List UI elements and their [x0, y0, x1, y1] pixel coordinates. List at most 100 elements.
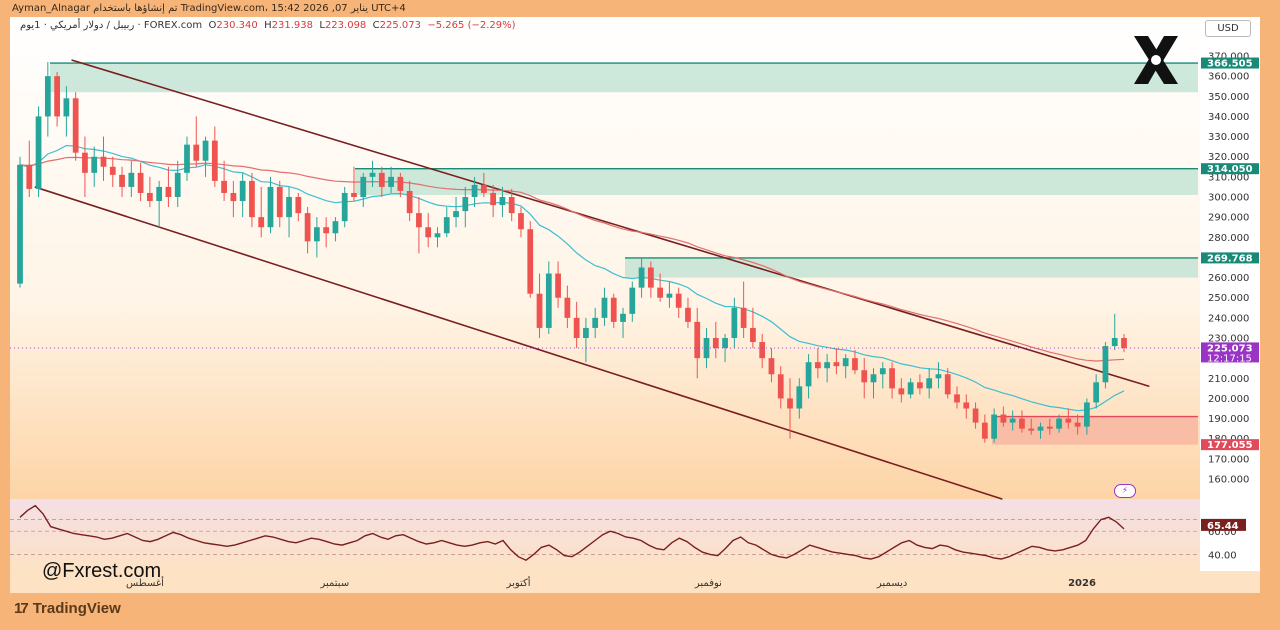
candle-body: [443, 217, 450, 234]
symbol-info-line: ربيبل / دولار أمريكي · 1يوم · FOREX.com …: [20, 20, 516, 31]
candle-body: [137, 172, 144, 193]
low-value: 223.098: [324, 20, 367, 31]
candle-body: [750, 327, 756, 343]
candle-body: [944, 374, 951, 395]
candle-body: [972, 408, 979, 423]
y-tick-label: 240.000: [1208, 313, 1249, 324]
candle-body: [109, 166, 116, 175]
candle-body: [239, 180, 246, 202]
y-tick-label: 350.000: [1208, 92, 1249, 103]
x-tick-label: 2026: [1068, 578, 1096, 589]
candle-body: [508, 197, 515, 214]
currency-button[interactable]: USD: [1205, 20, 1251, 37]
y-tick-label: 330.000: [1208, 132, 1249, 143]
candle-body: [1009, 418, 1016, 423]
candle-body: [351, 192, 357, 197]
candle-body: [777, 374, 784, 399]
candle-body: [759, 342, 766, 359]
candle-body: [926, 378, 933, 389]
candle-body: [128, 172, 135, 187]
candle-body: [453, 211, 459, 218]
candle-body: [991, 414, 997, 439]
candle-body: [814, 362, 821, 369]
y-tick-label: 300.000: [1208, 193, 1249, 204]
candle-body: [610, 297, 617, 322]
candle-body: [620, 313, 626, 322]
candle-body: [740, 307, 747, 328]
candle-body: [573, 317, 580, 338]
candle-body: [332, 221, 339, 234]
open-value: 230.340: [216, 20, 258, 31]
candle-body: [341, 192, 348, 222]
candle-body: [156, 186, 163, 202]
candle-body: [805, 362, 812, 387]
candle-body: [675, 293, 682, 308]
y-tick-label: 250.000: [1208, 293, 1249, 304]
candle-body: [583, 327, 589, 338]
lightning-icon[interactable]: ⚡: [1114, 484, 1136, 498]
candle-body: [416, 213, 422, 228]
candle-body: [147, 192, 153, 202]
candle-body: [304, 213, 311, 242]
y-tick-label: 340.000: [1208, 112, 1249, 123]
rsi-axis-panel: [1200, 499, 1260, 571]
y-tick-label: 290.000: [1208, 213, 1249, 224]
candle-body: [861, 370, 868, 383]
price-tag-last: [1201, 342, 1259, 363]
price-tag-label: 269.768: [1207, 253, 1253, 264]
candle-body: [898, 388, 905, 395]
candle-body: [313, 227, 320, 242]
candle-body: [1065, 418, 1072, 423]
candle-body: [954, 394, 960, 403]
price-tag-resistance: [1201, 57, 1259, 69]
candle-body: [1056, 418, 1062, 429]
candle-body: [295, 197, 302, 214]
candle-body: [1093, 382, 1100, 403]
time-axis-panel: [10, 571, 1260, 593]
candle-body: [712, 338, 719, 349]
candle-body: [1046, 426, 1053, 429]
close-value: 225.073: [379, 20, 422, 31]
candle-body: [842, 358, 849, 367]
tradingview-logo: 17 TradingView: [14, 600, 121, 617]
candle-body: [657, 287, 664, 298]
y-tick-label: 170.000: [1208, 454, 1249, 465]
candle-body: [1028, 428, 1035, 431]
price-tag-label: 177.055: [1207, 440, 1253, 451]
candle-body: [1000, 414, 1007, 423]
price-tag-support: [1201, 439, 1259, 451]
candle-body: [406, 190, 413, 214]
watermark-handle: @Fxrest.com: [42, 560, 162, 582]
candle-body: [647, 267, 654, 288]
rsi-tick-label: 60.00: [1208, 527, 1237, 538]
channel-upper-line: [71, 59, 1150, 388]
candle-body: [63, 98, 70, 117]
y-tick-label: 320.000: [1208, 152, 1249, 163]
candle-body: [184, 144, 190, 173]
candle-body: [852, 358, 858, 371]
candle-body: [490, 192, 497, 206]
candle-body: [796, 386, 803, 409]
candle-body: [545, 273, 552, 328]
candle-body: [592, 317, 599, 328]
candle-body: [722, 338, 728, 349]
y-tick-label: 280.000: [1208, 233, 1249, 244]
candle-body: [211, 140, 218, 181]
candle-body: [499, 197, 506, 206]
fxrest-x-logo: [1134, 36, 1178, 84]
candle-body: [1037, 426, 1044, 431]
candle-body: [917, 382, 923, 389]
y-tick-label: 160.000: [1208, 475, 1249, 486]
symbol-name[interactable]: ربيبل / دولار أمريكي · 1يوم · FOREX.com: [20, 20, 203, 31]
y-tick-label: 230.000: [1208, 334, 1249, 345]
candle-body: [518, 213, 524, 230]
rsi-last-tag: [1201, 518, 1246, 531]
candle-body: [564, 297, 571, 318]
candle-body: [768, 358, 775, 375]
close-label: C: [372, 20, 380, 31]
candle-body: [267, 186, 274, 228]
candle-body: [1111, 338, 1118, 347]
candle-body: [434, 233, 441, 238]
